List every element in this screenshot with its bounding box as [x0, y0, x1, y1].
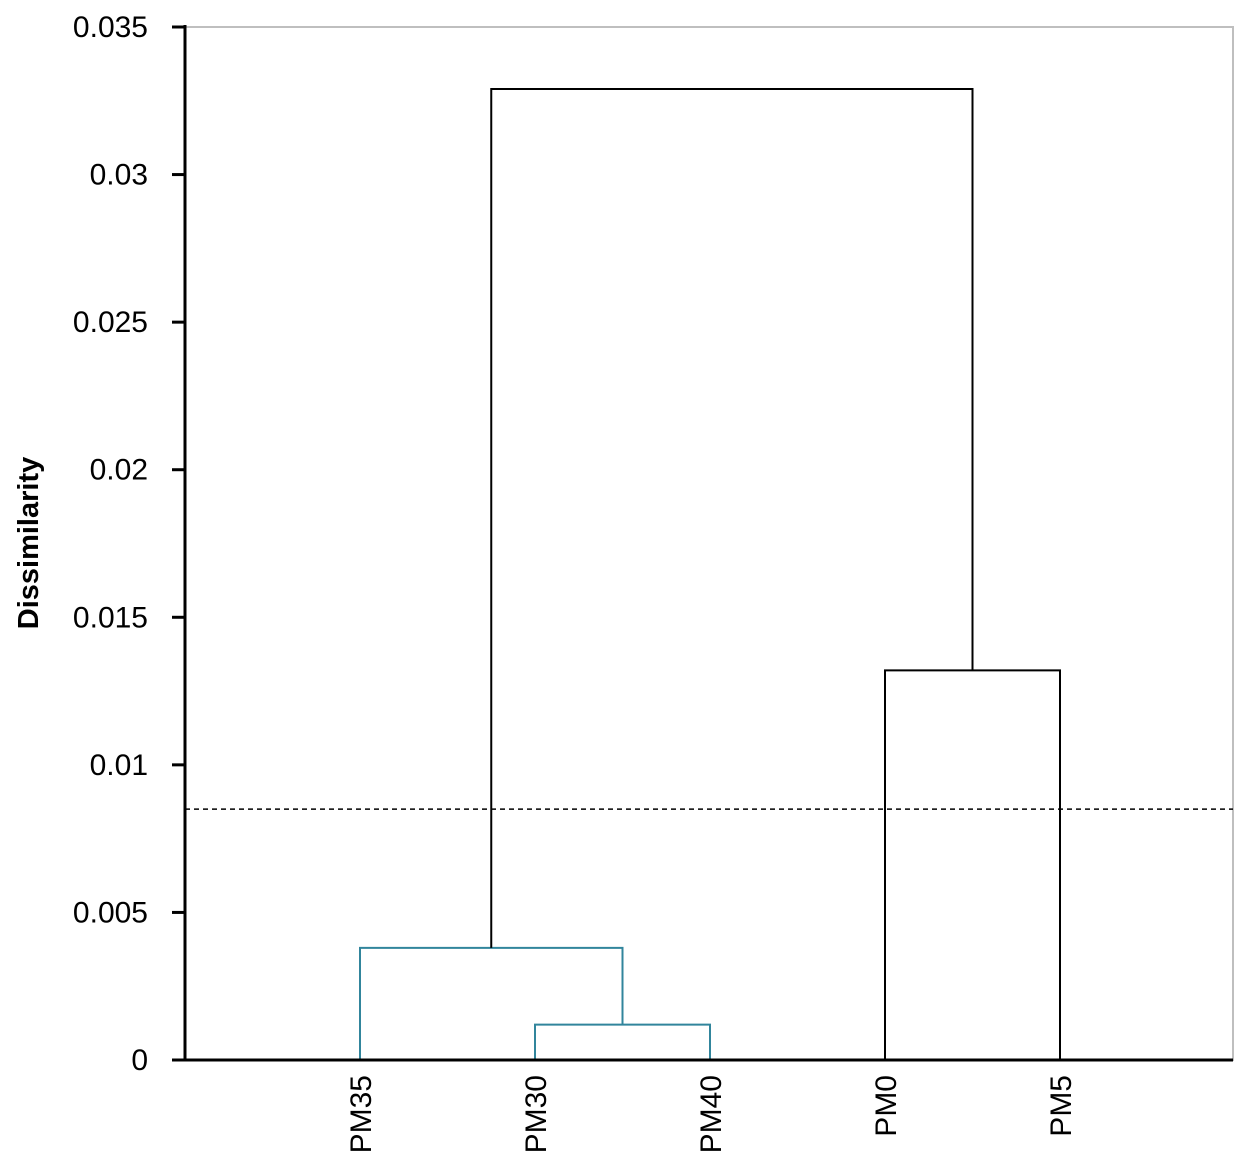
leaf-label-pm35: PM35 — [345, 1075, 378, 1153]
y-tick-label: 0.02 — [90, 454, 148, 487]
dendrogram-link-4 — [490, 87, 974, 948]
y-tick-label: 0.025 — [73, 306, 148, 339]
dendrogram-link-1 — [534, 1023, 711, 1060]
dendrogram-links — [359, 87, 1061, 1060]
y-tick-label: 0.015 — [73, 601, 148, 634]
y-tick-label: 0.03 — [90, 159, 148, 192]
y-tick-label: 0.01 — [90, 749, 148, 782]
dendrogram-link-2 — [359, 946, 624, 1060]
y-axis-title: Dissimilarity — [13, 457, 45, 629]
leaf-label-pm40: PM40 — [695, 1075, 728, 1153]
leaf-labels: PM35 PM30 PM40 PM0 PM5 — [345, 1075, 1078, 1153]
leaf-label-pm30: PM30 — [520, 1075, 553, 1153]
y-tick-label: 0.035 — [73, 11, 148, 44]
plot-area-border — [184, 26, 1234, 1061]
leaf-label-pm0: PM0 — [870, 1075, 903, 1137]
y-axis-ticks: 0 0.005 0.01 0.015 0.02 0.025 0.03 0.035 — [73, 11, 185, 1077]
y-tick-label: 0 — [131, 1044, 148, 1077]
y-tick-label: 0.005 — [73, 896, 148, 929]
leaf-label-pm5: PM5 — [1045, 1075, 1078, 1137]
dendrogram-link-3 — [884, 669, 1061, 1060]
